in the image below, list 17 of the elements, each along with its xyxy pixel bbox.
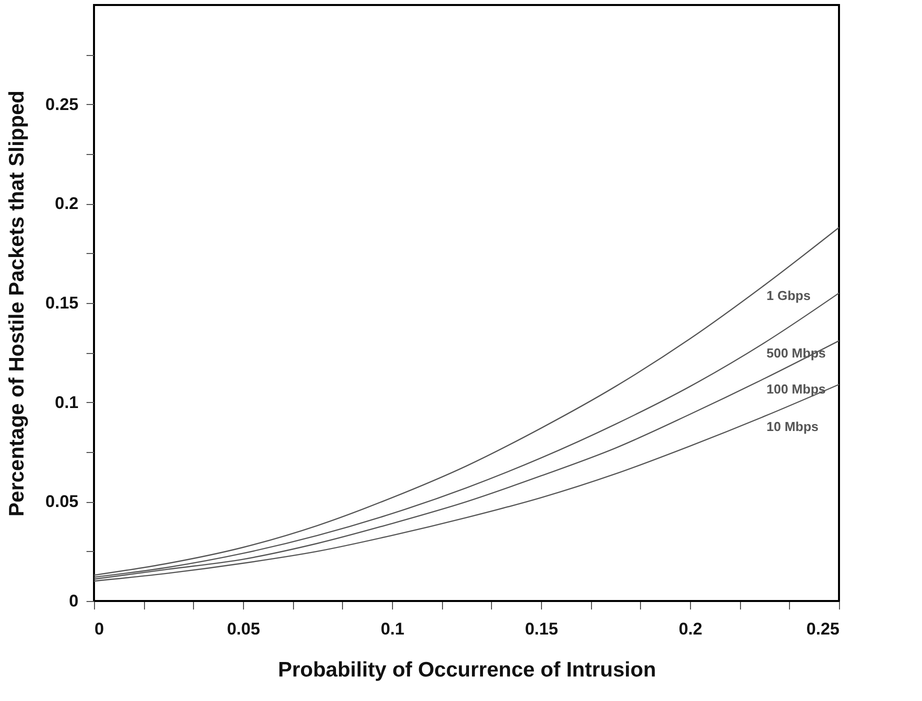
y-axis-title: Percentage of Hostile Packets that Slipped bbox=[5, 90, 28, 516]
x-axis-title: Probability of Occurrence of Intrusion bbox=[278, 658, 656, 682]
y-tick-label: 0 bbox=[69, 592, 78, 610]
y-tick-label: 0.05 bbox=[45, 492, 78, 512]
y-tick-label: 0.2 bbox=[54, 194, 78, 214]
x-tick-label: 0.25 bbox=[806, 620, 840, 638]
series-label: 10 Mbps bbox=[766, 419, 819, 434]
x-tick-label: 0 bbox=[94, 620, 104, 638]
series-label: 100 Mbps bbox=[766, 381, 826, 396]
series-label: 1 Gbps bbox=[766, 288, 811, 304]
x-tick-label: 0.2 bbox=[678, 620, 702, 638]
x-tick-label: 0.1 bbox=[380, 620, 404, 638]
y-tick-label: 0.25 bbox=[45, 94, 78, 114]
y-tick-label: 0.1 bbox=[54, 392, 78, 412]
x-tick-label: 0.15 bbox=[524, 620, 558, 638]
y-tick-label: 0.15 bbox=[45, 294, 78, 312]
x-tick-label: 0.05 bbox=[226, 620, 260, 638]
